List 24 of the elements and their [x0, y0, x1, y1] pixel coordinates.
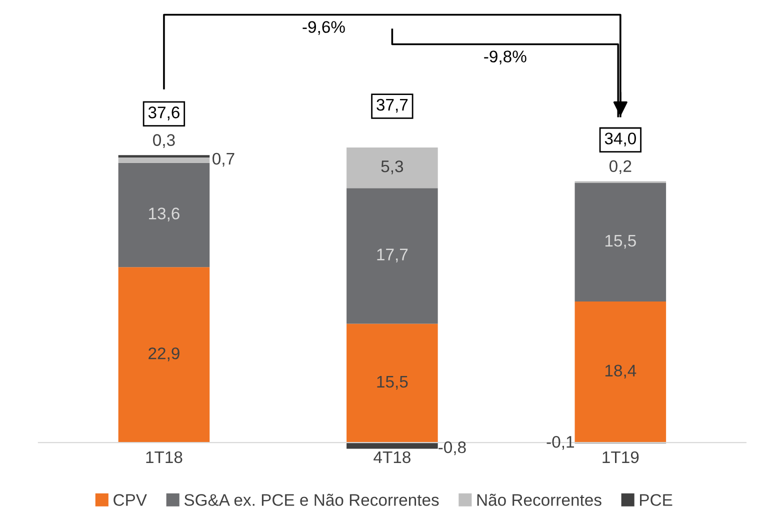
x-tick-label: 1T18	[146, 451, 182, 464]
total-label: 37,7	[376, 98, 408, 113]
data-label: 0,2	[609, 160, 632, 174]
x-tick-label: 4T18	[374, 451, 410, 464]
text: -9,8%	[484, 50, 526, 64]
legend-label: PCE	[640, 494, 672, 506]
data-label: -0,8	[438, 441, 466, 456]
legend-label: CPV	[114, 494, 147, 506]
data-label: 15,5	[377, 376, 408, 390]
legend-label: SG&A ex. PCE e Não Recorrentes	[184, 494, 439, 506]
data-label: 15,5	[605, 235, 636, 249]
legend-label: Não Recorrentes	[477, 494, 602, 506]
data-label: 0,7	[212, 152, 234, 167]
data-label: 17,7	[377, 248, 408, 262]
data-label: 22,9	[148, 347, 180, 362]
total-label: 37,6	[148, 106, 180, 120]
data-label: 18,4	[605, 364, 636, 378]
data-label: -0,1	[546, 436, 574, 450]
data-label: 0,3	[153, 134, 175, 148]
data-label: 5,3	[381, 160, 404, 174]
x-tick-label: 1T19	[602, 451, 639, 464]
total-label: 34,0	[604, 132, 636, 146]
text: -9,6%	[302, 21, 345, 35]
data-label: 13,6	[149, 208, 180, 222]
